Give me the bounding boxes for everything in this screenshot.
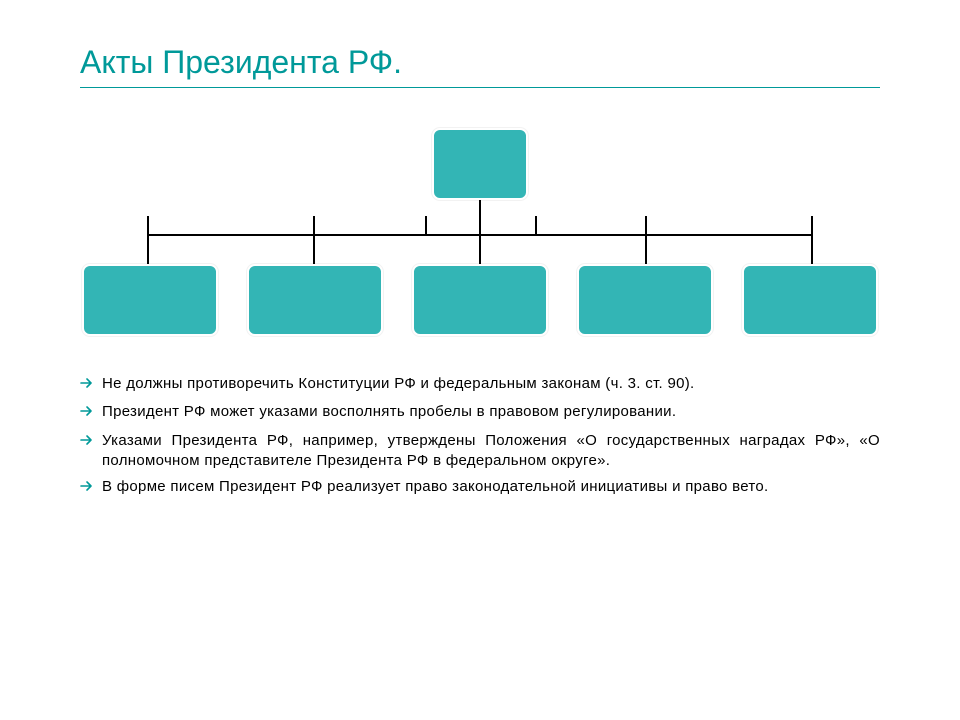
tree-tick xyxy=(147,216,149,234)
list-item-text: Указами Президента РФ, например, утвержд… xyxy=(102,431,880,472)
tree-child-row xyxy=(80,264,880,336)
tree-child-node xyxy=(742,264,878,336)
list-item: Президент РФ может указами восполнять пр… xyxy=(80,402,880,424)
org-chart xyxy=(80,128,880,348)
arrow-bullet-icon xyxy=(80,479,102,499)
tree-root-node xyxy=(432,128,528,200)
tree-child-node xyxy=(247,264,383,336)
list-item: Не должны противоречить Конституции РФ и… xyxy=(80,374,880,396)
arrow-bullet-icon xyxy=(80,433,102,453)
tree-connector-drop xyxy=(479,234,481,264)
arrow-bullet-icon xyxy=(80,404,102,424)
slide: Акты Президента РФ. Не должны противореч… xyxy=(0,0,960,720)
tree-connector-vertical xyxy=(479,200,481,234)
tree-connector-drop xyxy=(811,234,813,264)
tree-connector-drop xyxy=(147,234,149,264)
list-item-text: Президент РФ может указами восполнять пр… xyxy=(102,402,880,422)
list-item: Указами Президента РФ, например, утвержд… xyxy=(80,431,880,472)
tree-tick xyxy=(811,216,813,234)
list-item-text: В форме писем Президент РФ реализует пра… xyxy=(102,477,880,497)
tree-child-node xyxy=(82,264,218,336)
title-block: Акты Президента РФ. xyxy=(80,44,880,88)
tree-connector-drop xyxy=(313,234,315,264)
tree-connector-drop xyxy=(645,234,647,264)
tree-child-node xyxy=(412,264,548,336)
arrow-bullet-icon xyxy=(80,376,102,396)
tree-tick xyxy=(313,216,315,234)
tree-tick xyxy=(425,216,427,234)
page-title: Акты Президента РФ. xyxy=(80,44,880,81)
tree-tick xyxy=(535,216,537,234)
tree-tick xyxy=(645,216,647,234)
bullet-list: Не должны противоречить Конституции РФ и… xyxy=(80,374,880,499)
list-item-text: Не должны противоречить Конституции РФ и… xyxy=(102,374,880,394)
title-rule xyxy=(80,87,880,88)
tree-child-node xyxy=(577,264,713,336)
list-item: В форме писем Президент РФ реализует пра… xyxy=(80,477,880,499)
